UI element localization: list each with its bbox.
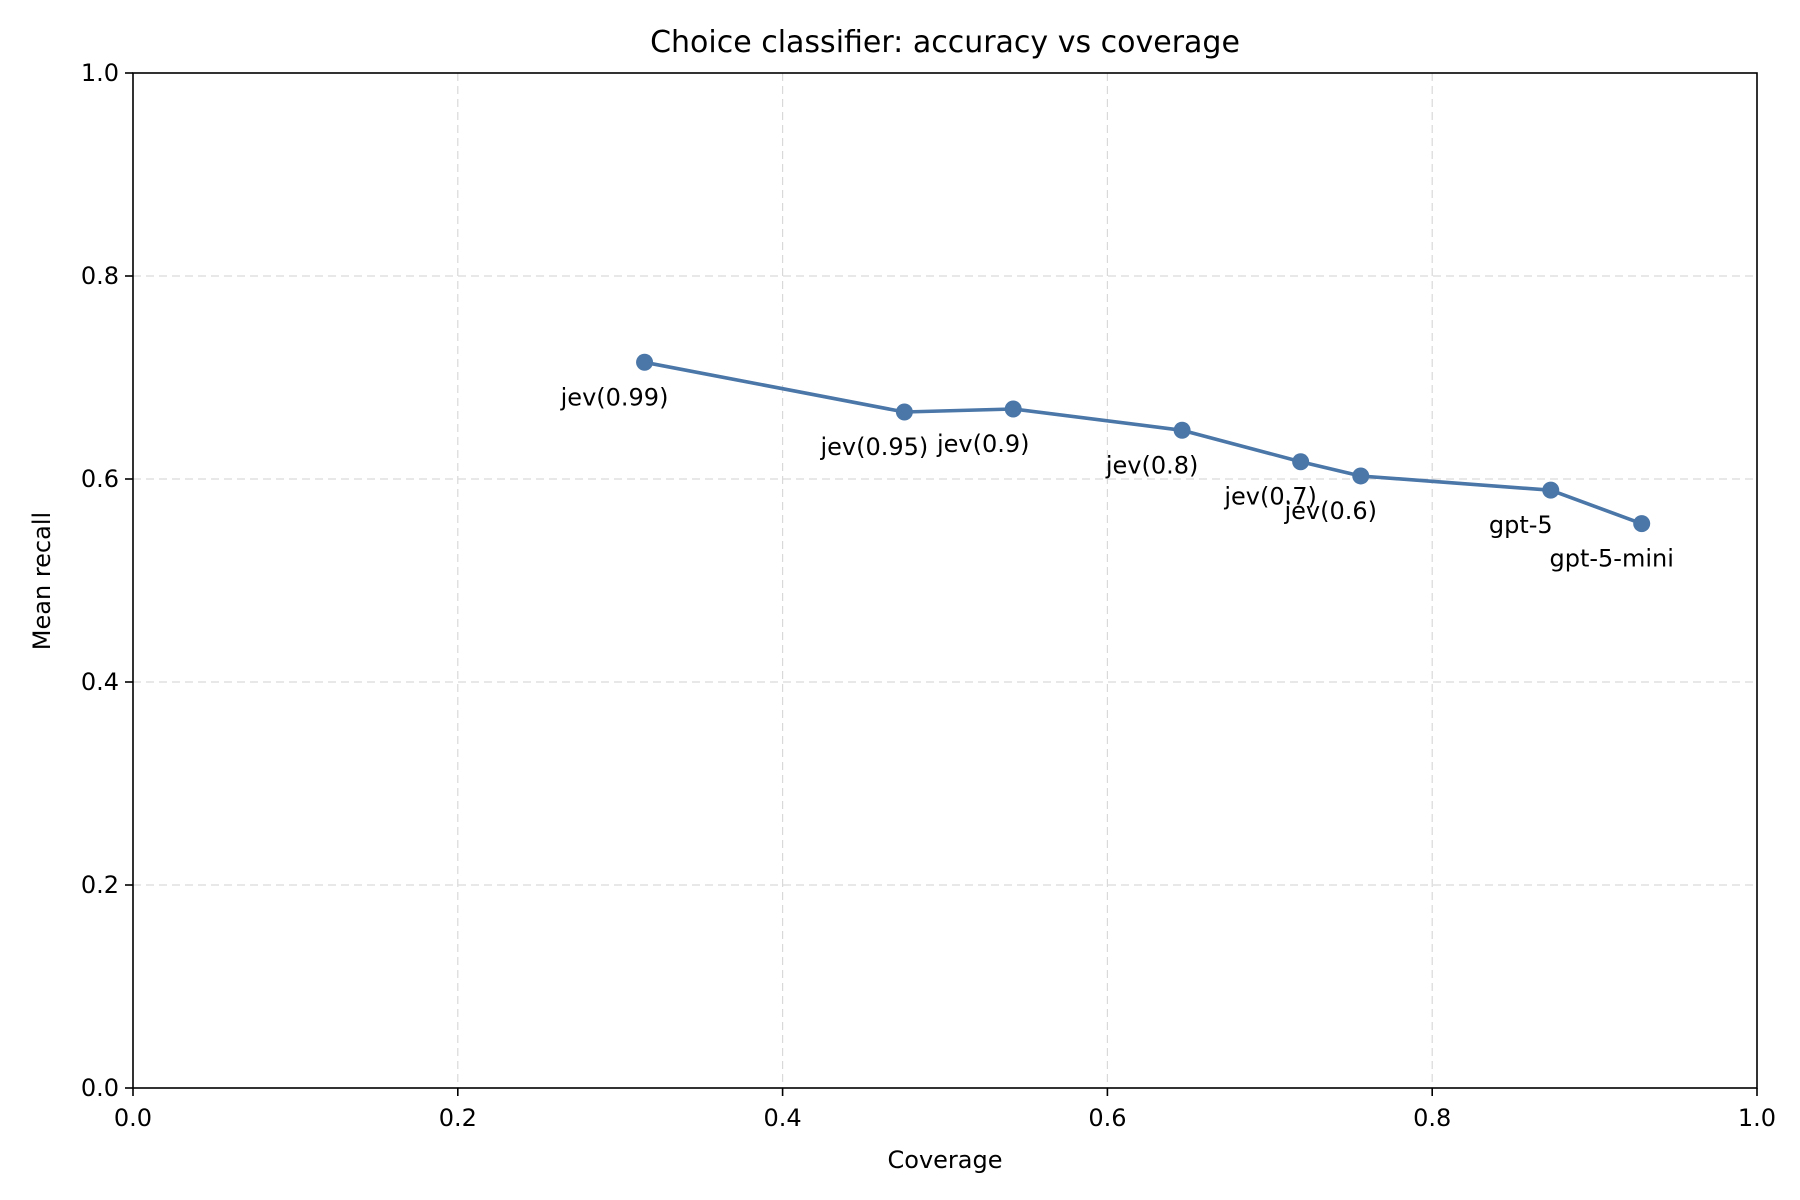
x-tick-label: 0.0 (114, 1104, 152, 1132)
point-label: gpt-5 (1489, 511, 1553, 539)
point-labels: jev(0.99) jev(0.95) jev(0.9) jev(0.8) jev(0.… (560, 383, 1674, 572)
point-label: jev(0.8) (1105, 451, 1199, 479)
chart-title: Choice classifier: accuracy vs coverage (650, 25, 1240, 60)
point-label: jev(0.7) (1223, 483, 1317, 511)
axis-ticks: 0.0 0.2 0.4 0.6 0.8 1.0 0.0 0.2 0.4 0.6 0.8 1.0 (81, 59, 1776, 1132)
x-tick-label: 0.6 (1088, 1104, 1126, 1132)
y-tick-label: 0.6 (81, 465, 119, 493)
data-point (1352, 467, 1370, 485)
y-tick-label: 1.0 (81, 59, 119, 87)
series-line-layer (644, 360, 1643, 526)
x-tick-label: 0.2 (439, 1104, 477, 1132)
data-point (1542, 481, 1560, 499)
x-tick-label: 0.8 (1413, 1104, 1451, 1132)
point-label: gpt-5-mini (1549, 545, 1673, 573)
y-axis-label: Mean recall (28, 512, 56, 650)
y-tick-label: 0.2 (81, 871, 119, 899)
grid (133, 73, 1757, 1088)
point-label: jev(0.9) (936, 430, 1030, 458)
x-tick-label: 1.0 (1738, 1104, 1776, 1132)
data-point (1292, 453, 1310, 471)
y-tick-label: 0.0 (81, 1074, 119, 1102)
x-tick-label: 0.4 (764, 1104, 802, 1132)
data-points (636, 353, 1651, 533)
point-label: jev(0.95) (819, 433, 928, 461)
series-line (644, 360, 1643, 526)
plot-frame (132, 72, 1758, 1089)
data-point (895, 403, 913, 421)
data-point (1004, 400, 1022, 418)
point-label: jev(0.6) (1283, 497, 1377, 525)
data-point (636, 353, 654, 371)
y-tick-label: 0.8 (81, 262, 119, 290)
point-label: jev(0.99) (560, 383, 669, 411)
data-point (1173, 421, 1191, 439)
data-point (1633, 515, 1651, 533)
y-tick-label: 0.4 (81, 668, 119, 696)
x-axis-label: Coverage (888, 1146, 1003, 1174)
